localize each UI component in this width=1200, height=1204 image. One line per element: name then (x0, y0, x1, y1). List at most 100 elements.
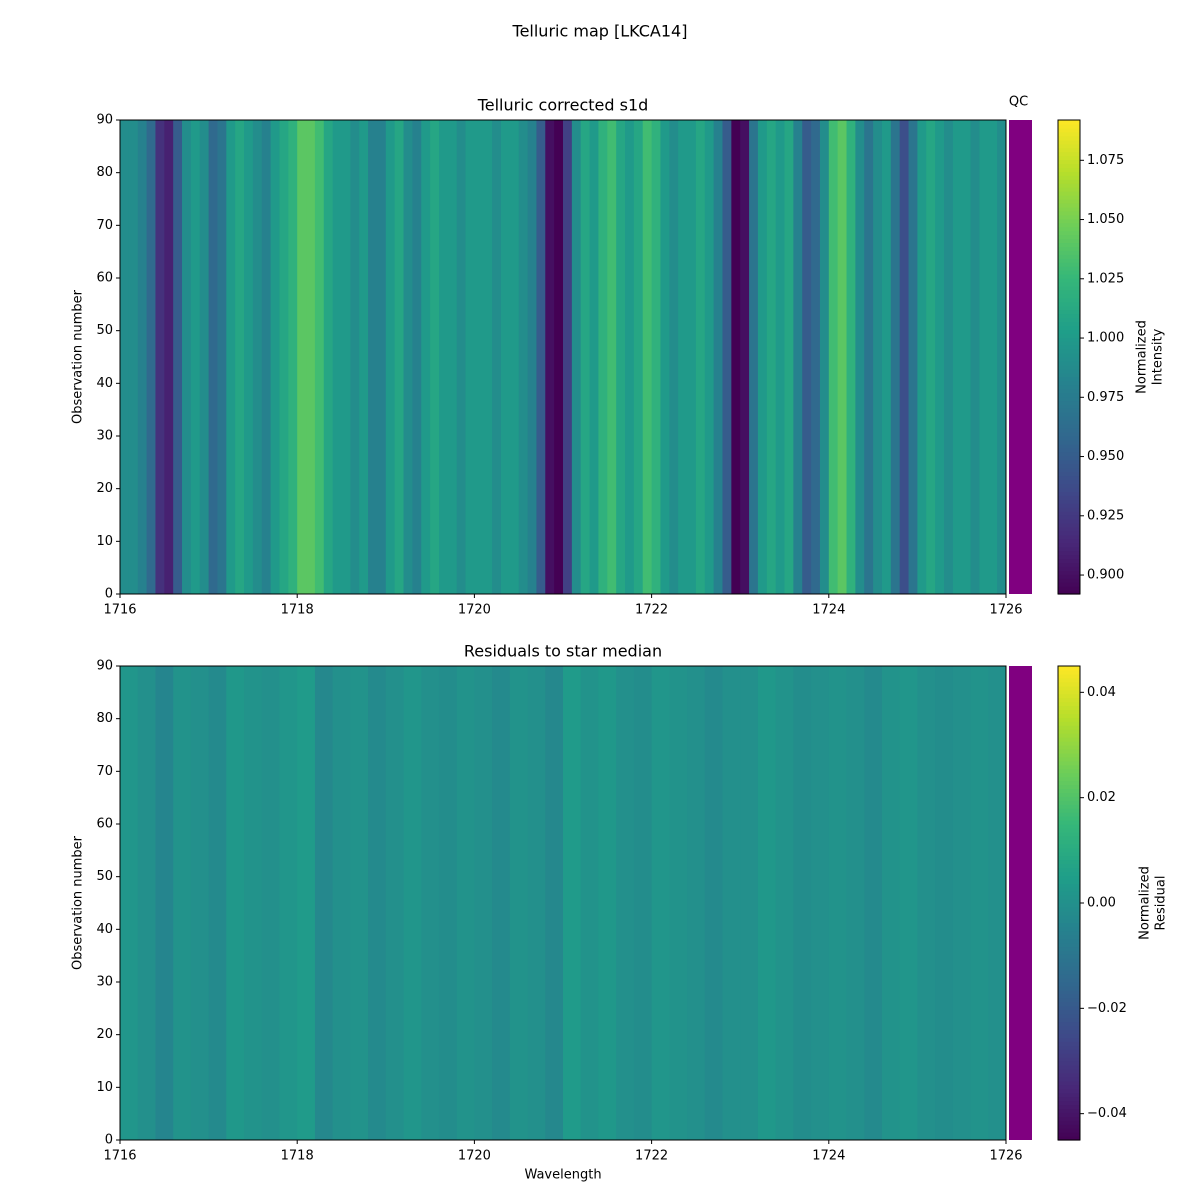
heatmap-column (890, 120, 901, 594)
heatmap-column (988, 666, 1007, 1140)
heatmap-column (784, 120, 794, 594)
heatmap-column (722, 120, 732, 594)
heatmap-column (279, 666, 298, 1140)
colorbar-step (1058, 120, 1080, 125)
colorbar-step (1058, 408, 1080, 413)
colorbar-step (1058, 792, 1080, 797)
colorbar-step (1058, 871, 1080, 876)
colorbar-tick-label: 0.900 (1087, 568, 1124, 583)
heatmap-column (607, 120, 617, 594)
heatmap-column (155, 120, 165, 594)
colorbar-step (1058, 518, 1080, 524)
y-tick-label: 90 (96, 113, 113, 128)
heatmap-column (297, 666, 316, 1140)
colorbar-step (1058, 210, 1080, 216)
y-tick-label: 60 (96, 271, 113, 286)
heatmap-column (970, 666, 989, 1140)
heatmap-column (757, 120, 768, 594)
colorbar-step (1058, 428, 1080, 433)
x-tick-label: 1722 (635, 1149, 668, 1164)
colorbar-tick-label: 0.02 (1087, 790, 1116, 805)
heatmap-column (695, 120, 706, 594)
colorbar-step (1058, 526, 1080, 532)
colorbar-step (1058, 538, 1080, 544)
colorbar-step (1058, 289, 1080, 295)
colorbar-tick-label: 0.04 (1087, 685, 1116, 700)
heatmap-column (314, 666, 334, 1140)
x-tick-label: 1724 (812, 603, 845, 618)
heatmap-column (456, 666, 475, 1140)
x-tick-label: 1720 (458, 603, 491, 618)
heatmap-column (846, 666, 865, 1140)
colorbar-step (1058, 127, 1080, 133)
heatmap-column (935, 120, 945, 594)
y-tick-label: 60 (96, 817, 113, 832)
colorbar-tick-label: 1.050 (1087, 212, 1124, 227)
heatmap-column (740, 120, 750, 594)
heatmap-column (775, 120, 785, 594)
heatmap-column (297, 120, 307, 594)
heatmap-column (633, 666, 653, 1140)
heatmap-column (341, 120, 351, 594)
heatmap-column (881, 120, 892, 594)
colorbar-step (1058, 1057, 1080, 1062)
heatmap-column (704, 666, 723, 1140)
heatmap-column (997, 120, 1007, 594)
heatmap-column (642, 120, 653, 594)
colorbar-step (1058, 242, 1080, 247)
colorbar-step (1058, 1049, 1080, 1054)
heatmap-column (509, 666, 529, 1140)
heatmap-column (660, 120, 670, 594)
y-tick-label: 20 (96, 1027, 113, 1042)
colorbar-step (1058, 950, 1080, 955)
colorbar-step (1058, 1136, 1080, 1141)
colorbar-step (1058, 855, 1080, 861)
heatmap-column (279, 120, 289, 594)
colorbar-step (1058, 451, 1080, 457)
heatmap-column (226, 666, 245, 1140)
heatmap-column (120, 120, 130, 594)
colorbar-step (1058, 1033, 1080, 1038)
colorbar-step (1058, 934, 1080, 940)
heatmap-column (545, 666, 564, 1140)
colorbar-step (1058, 131, 1080, 137)
colorbar-step (1058, 309, 1080, 315)
colorbar-step (1058, 590, 1080, 595)
heatmap-column (412, 120, 422, 594)
heatmap-column (261, 120, 272, 594)
colorbar-step (1058, 906, 1080, 912)
heatmap-column (385, 666, 405, 1140)
colorbar-step (1058, 1064, 1080, 1070)
colorbar-step (1058, 820, 1080, 825)
colorbar-step (1058, 946, 1080, 951)
colorbar-step (1058, 380, 1080, 386)
colorbar-step (1058, 574, 1080, 579)
colorbar-step (1058, 1045, 1080, 1050)
qc-strip (1009, 666, 1032, 1140)
heatmap-column (616, 666, 635, 1140)
colorbar-step (1058, 1061, 1080, 1066)
heatmap-column (598, 666, 617, 1140)
heatmap-column (740, 666, 759, 1140)
colorbar-step (1058, 143, 1080, 149)
y-tick-label: 10 (96, 534, 113, 549)
colorbar-step (1058, 507, 1080, 512)
colorbar-step (1058, 843, 1080, 849)
colorbar-step (1058, 1120, 1080, 1125)
colorbar-step (1058, 147, 1080, 153)
colorbar-step (1058, 337, 1080, 342)
heatmap-column (580, 666, 599, 1140)
heatmap-column (164, 120, 174, 594)
colorbar-step (1058, 918, 1080, 924)
colorbar-step (1058, 942, 1080, 948)
x-tick-label: 1726 (989, 1149, 1022, 1164)
heatmap-column (554, 120, 564, 594)
colorbar-step (1058, 685, 1080, 691)
plot-frame (119, 665, 1007, 1141)
heatmap-column (633, 120, 644, 594)
colorbar-step (1058, 364, 1080, 370)
colorbar-step (1058, 887, 1080, 892)
colorbar-tick-label: 1.075 (1087, 153, 1124, 168)
colorbar-step (1058, 424, 1080, 429)
colorbar-step (1058, 1025, 1080, 1030)
